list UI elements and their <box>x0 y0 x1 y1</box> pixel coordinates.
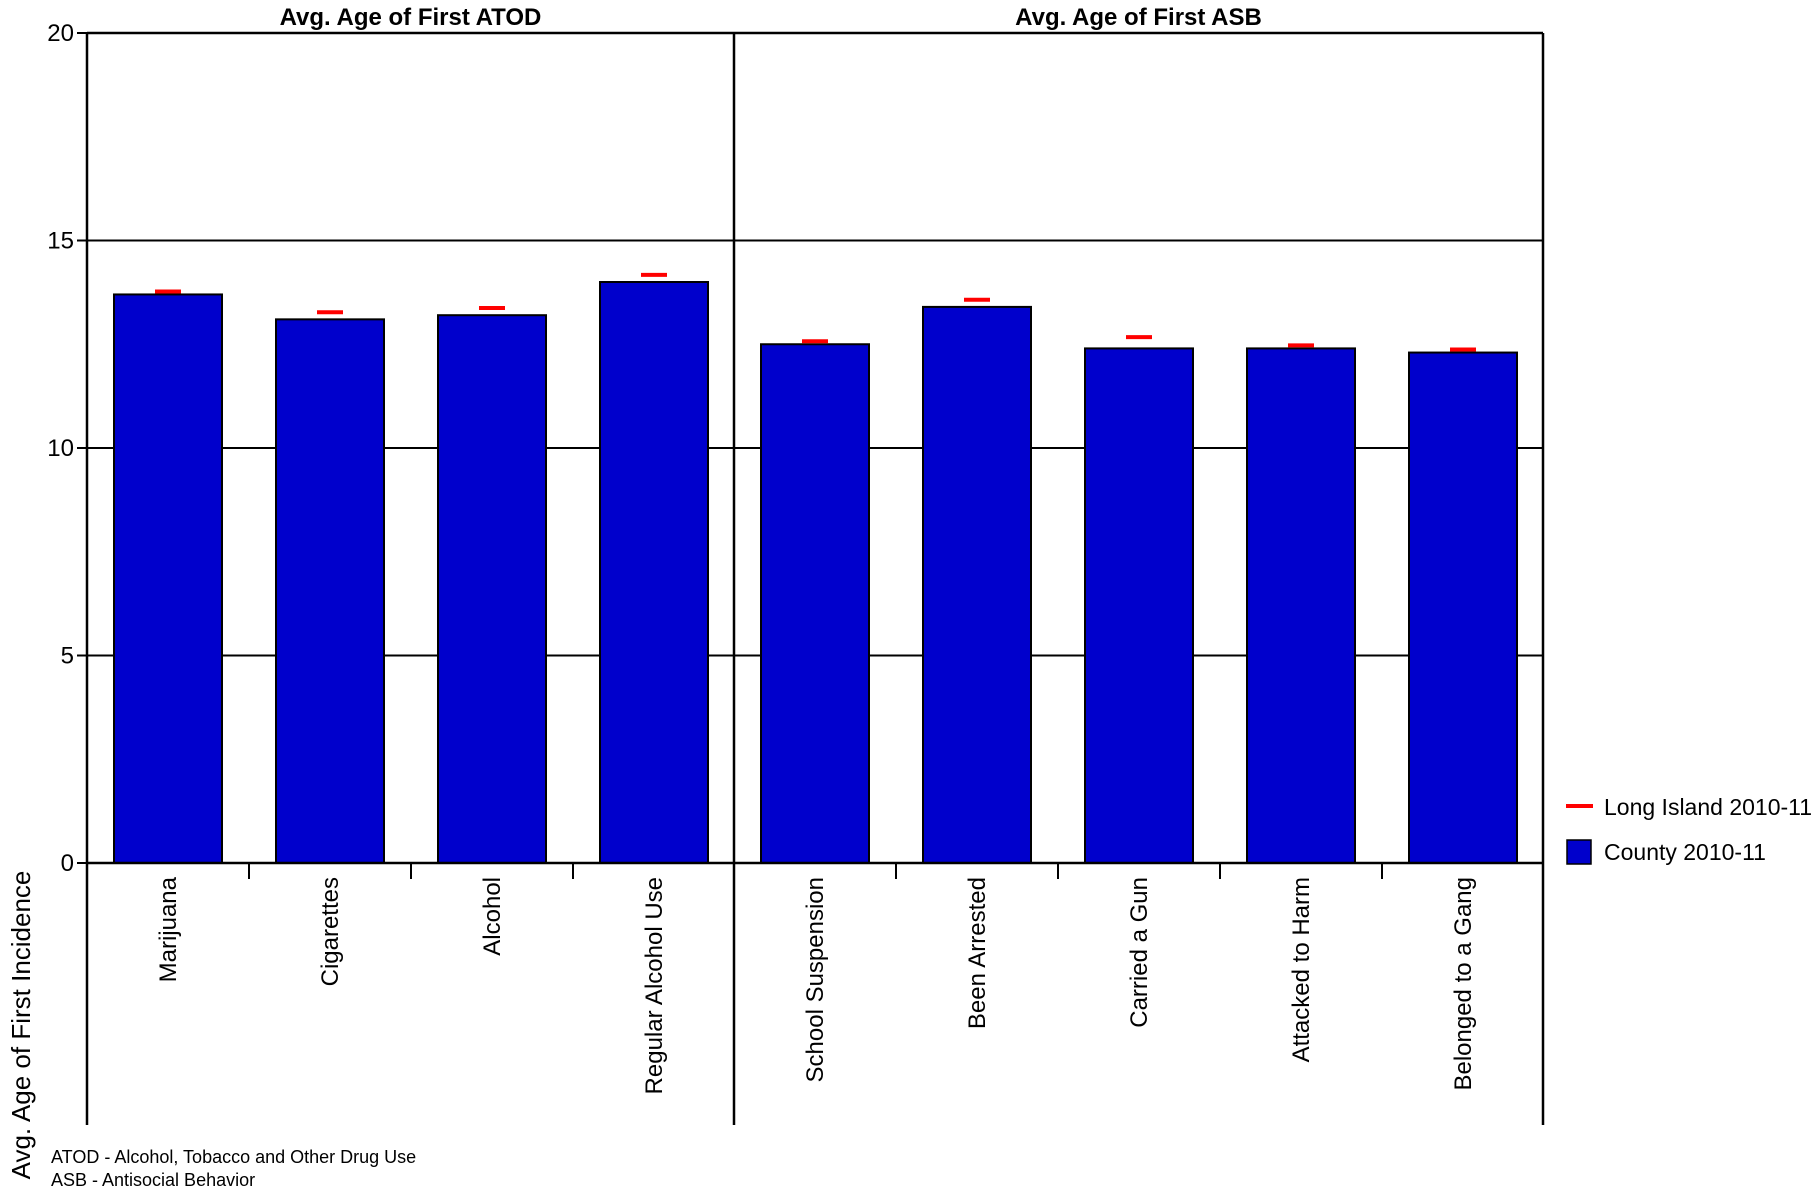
y-axis-title: Avg. Age of First Incidence <box>6 871 36 1180</box>
panel-title: Avg. Age of First ASB <box>1015 4 1262 31</box>
y-tick-label: 20 <box>47 20 74 47</box>
category-label: Regular Alcohol Use <box>641 877 668 1094</box>
footnote-asb: ASB - Antisocial Behavior <box>51 1170 255 1190</box>
bar-county <box>113 293 223 864</box>
category-label: Cigarettes <box>317 877 344 986</box>
y-tick-label: 0 <box>61 850 74 877</box>
y-tick-label: 5 <box>61 643 74 670</box>
y-tick-label: 15 <box>47 228 74 255</box>
category-label: Carried a Gun <box>1126 877 1153 1028</box>
category-label: Alcohol <box>479 877 506 956</box>
bar-county <box>760 343 870 864</box>
legend: Long Island 2010-11 County 2010-11 <box>1566 794 1811 865</box>
category-label: Attacked to Harm <box>1288 877 1315 1062</box>
bar-county <box>275 318 385 865</box>
legend-county-label: County 2010-11 <box>1604 839 1766 865</box>
labels: 0 5 10 15 20 Avg. Age of First ATOD Marijuana C… <box>47 4 1477 1094</box>
bars <box>113 272 1518 865</box>
footnote-atod: ATOD - Alcohol, Tobacco and Other Drug U… <box>51 1147 416 1167</box>
bar-county <box>922 305 1032 864</box>
y-tick-label: 10 <box>47 435 74 462</box>
bar-county <box>437 314 547 864</box>
category-label: Marijuana <box>155 876 182 982</box>
category-label: Belonged to a Gang <box>1450 877 1477 1091</box>
bar-county <box>599 281 709 864</box>
bar-county <box>1408 351 1518 864</box>
legend-long-island-label: Long Island 2010-11 <box>1604 794 1811 820</box>
category-label: School Suspension <box>802 877 829 1082</box>
bar-county <box>1084 347 1194 864</box>
plot-frame <box>77 31 1545 1125</box>
panel-title: Avg. Age of First ATOD <box>280 4 542 31</box>
category-label: Been Arrested <box>964 877 991 1029</box>
bar-county <box>1246 347 1356 864</box>
legend-county-swatch <box>1566 839 1592 865</box>
